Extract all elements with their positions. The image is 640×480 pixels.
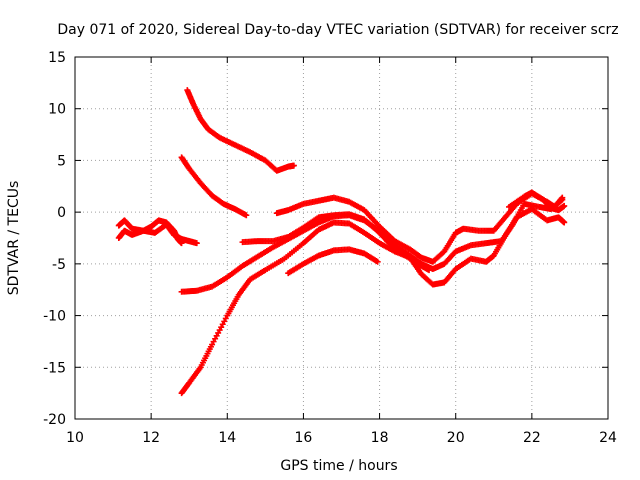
- data-point: [178, 240, 185, 247]
- y-axis-label: SDTVAR / TECUs: [6, 181, 22, 296]
- data-point: [243, 212, 250, 219]
- chart-title: Day 071 of 2020, Sidereal Day-to-day VTE…: [57, 22, 618, 38]
- x-tick-label: 18: [371, 430, 389, 446]
- data-point: [374, 258, 381, 265]
- y-tick-label: -5: [52, 257, 66, 273]
- x-tick-label: 12: [142, 430, 160, 446]
- y-tick-label: 10: [48, 102, 66, 118]
- axis-ticks: 10 12 14 16 18 20 22 24 -20 -15 -10 -5 0 5 10 15: [43, 50, 617, 446]
- series-track-4: [178, 154, 250, 219]
- y-tick-label: -15: [43, 360, 66, 376]
- x-tick-label: 24: [599, 430, 617, 446]
- x-tick-label: 14: [218, 430, 236, 446]
- plot-frame: [74, 56, 609, 420]
- y-tick-label: -20: [43, 412, 66, 428]
- series-track-10: [506, 189, 568, 214]
- series-track-3: [184, 87, 297, 174]
- x-tick-label: 22: [523, 430, 541, 446]
- series-track-6: [178, 206, 568, 397]
- y-tick-label: 5: [57, 153, 66, 169]
- y-tick-label: 0: [57, 205, 66, 221]
- data-marks: [115, 87, 568, 397]
- y-tick-label: 15: [48, 50, 66, 66]
- x-tick-label: 10: [66, 430, 84, 446]
- x-tick-label: 20: [447, 430, 465, 446]
- series-track-2: [115, 217, 185, 247]
- series-track-8: [273, 190, 566, 265]
- data-point: [559, 194, 566, 201]
- x-tick-label: 16: [295, 430, 313, 446]
- data-point: [561, 219, 568, 226]
- data-point: [193, 240, 200, 247]
- y-tick-label: -10: [43, 309, 66, 325]
- series-track-9: [285, 246, 381, 277]
- data-point: [290, 162, 297, 169]
- data-point: [561, 202, 568, 209]
- x-axis-label: GPS time / hours: [280, 458, 397, 474]
